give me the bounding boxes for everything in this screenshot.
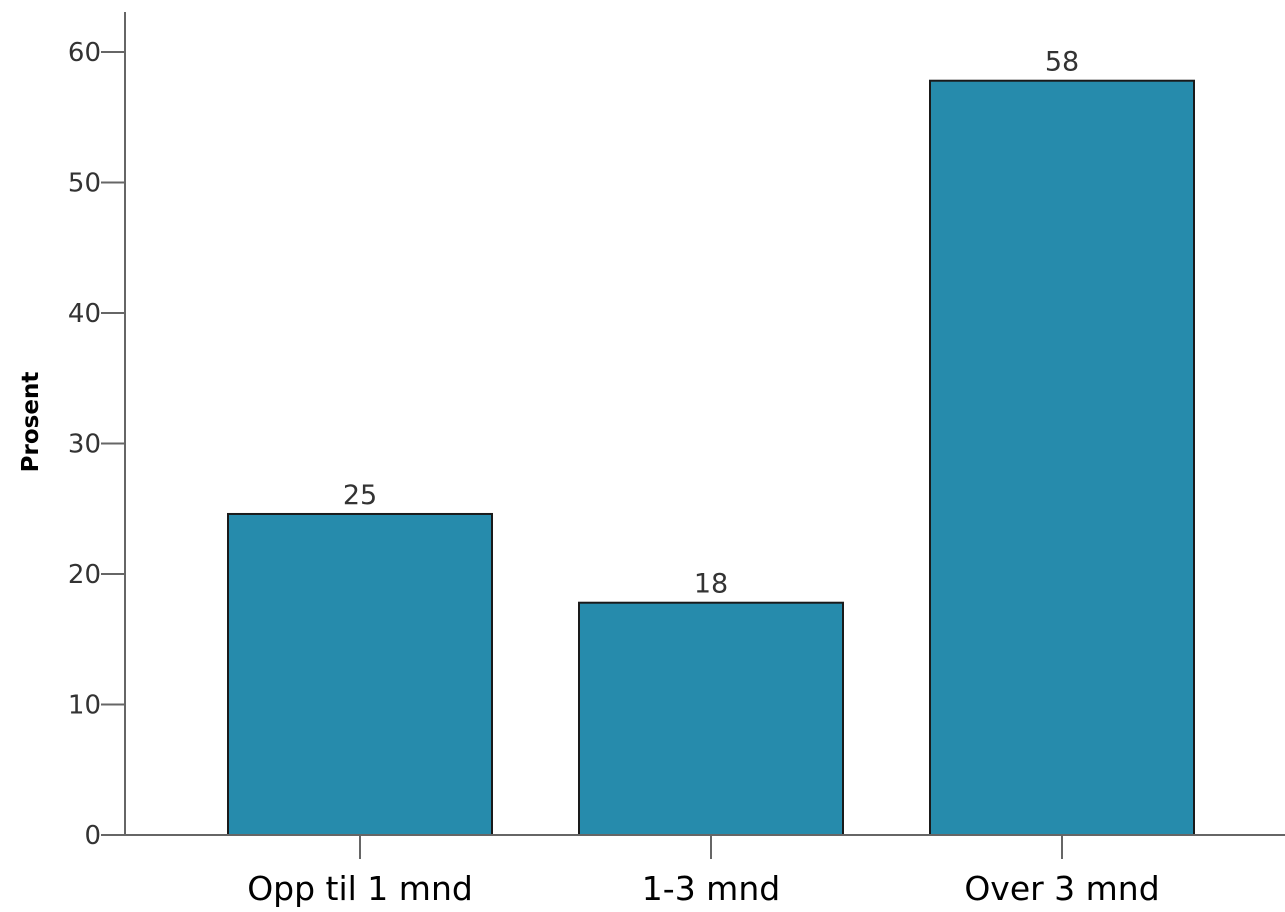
y-axis-ticks: 0 10 20 30 40 50 60 [68,38,125,851]
y-tick-label: 40 [68,299,101,329]
data-label: 25 [343,480,377,511]
y-tick-label: 30 [68,430,101,460]
data-label: 58 [1045,47,1079,78]
y-axis-title: Prosent [18,372,44,473]
y-tick-label: 50 [68,169,101,199]
y-tick-label: 60 [68,38,101,68]
y-tick-label: 20 [68,560,101,590]
x-axis-ticks: Opp til 1 mnd 1-3 mnd Over 3 mnd [247,835,1160,908]
y-tick-label: 10 [68,691,101,721]
x-tick-label: Opp til 1 mnd [247,869,473,908]
data-label: 18 [694,569,728,600]
bar [929,79,1195,836]
x-tick-label: 1-3 mnd [642,869,780,908]
bars: 25 18 58 [227,47,1195,837]
x-tick-label: Over 3 mnd [964,869,1159,908]
y-tick-label: 0 [84,821,101,851]
bar [578,601,844,837]
bar [227,512,493,836]
